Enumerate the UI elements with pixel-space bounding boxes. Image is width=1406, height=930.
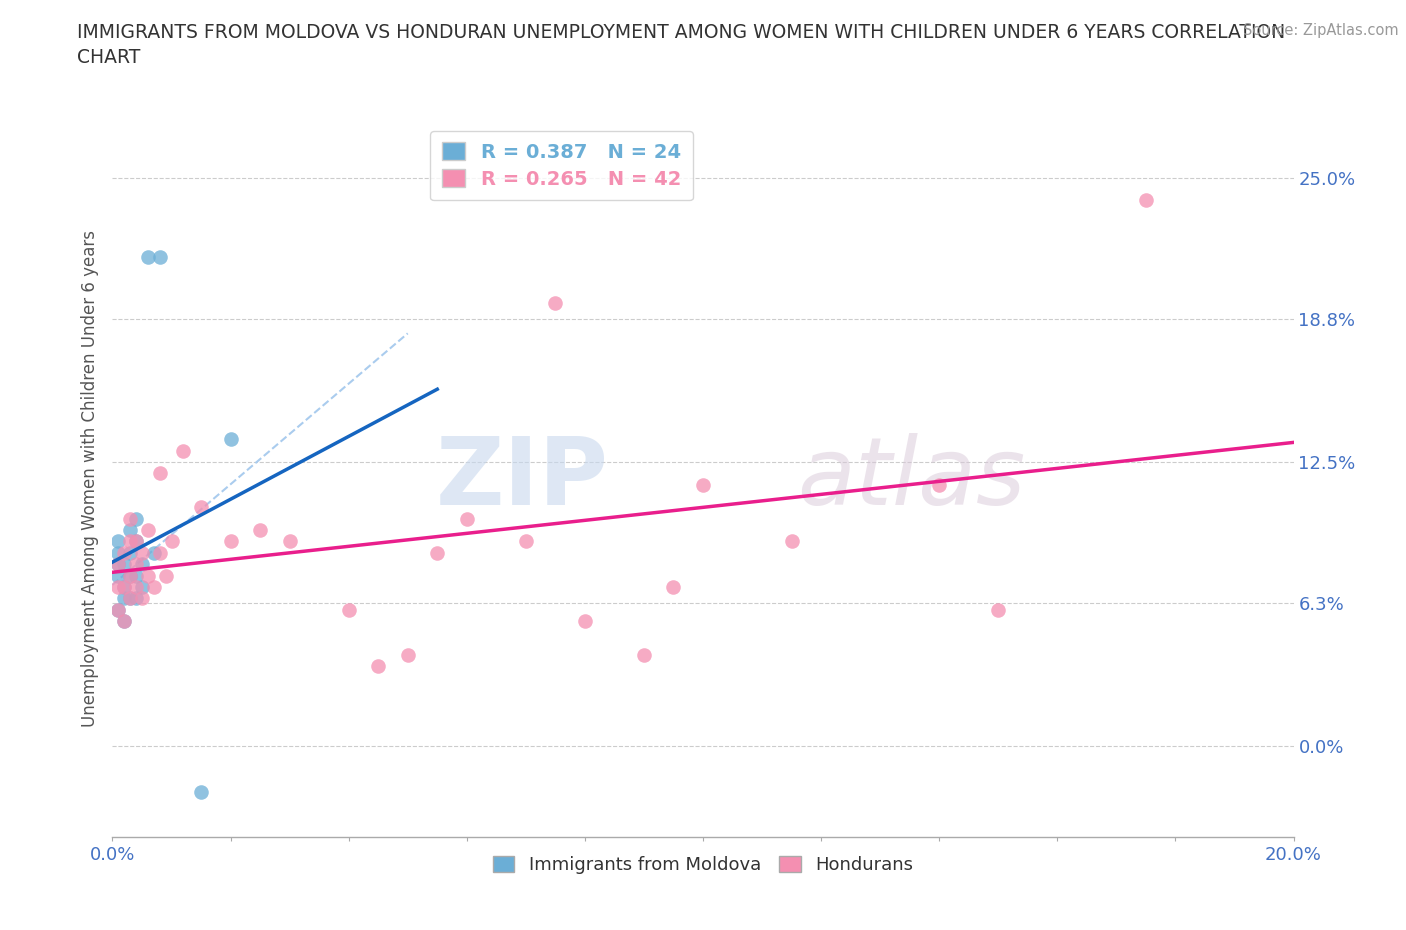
Point (136, 250, 159, 265)
Point (107, 579, 129, 594)
Point (337, 603, 360, 618)
Point (125, 534, 148, 549)
Point (112, 591, 135, 605)
Point (928, 477, 950, 492)
Point (544, 296, 567, 311)
Point (112, 545, 135, 560)
Point (107, 545, 129, 560)
Point (125, 591, 148, 605)
Point (219, 534, 242, 549)
Point (112, 579, 135, 594)
Point (456, 512, 478, 526)
Point (780, 534, 803, 549)
Point (112, 614, 135, 629)
Point (142, 545, 165, 560)
Point (142, 579, 165, 594)
Point (120, 512, 142, 526)
Point (112, 579, 135, 594)
Point (136, 568, 159, 583)
Point (367, 659, 389, 674)
Point (120, 591, 142, 605)
Point (149, 466, 172, 481)
Point (426, 545, 449, 560)
Point (249, 523, 271, 538)
Point (633, 647, 655, 662)
Point (692, 477, 714, 492)
Point (172, 443, 194, 458)
Point (131, 591, 153, 605)
Point (396, 647, 419, 662)
Text: atlas: atlas (797, 433, 1026, 525)
Point (125, 534, 148, 549)
Point (155, 568, 177, 583)
Y-axis label: Unemployment Among Women with Children Under 6 years: Unemployment Among Women with Children U… (80, 231, 98, 727)
Point (160, 534, 183, 549)
Legend: Immigrants from Moldova, Hondurans: Immigrants from Moldova, Hondurans (482, 845, 924, 885)
Point (112, 557, 135, 572)
Point (125, 557, 148, 572)
Point (107, 557, 129, 572)
Point (120, 568, 142, 583)
Point (149, 545, 172, 560)
Point (515, 534, 537, 549)
Point (120, 534, 142, 549)
Point (574, 614, 596, 629)
Point (120, 523, 142, 538)
Text: ZIP: ZIP (436, 433, 609, 525)
Point (107, 534, 129, 549)
Point (120, 591, 142, 605)
Point (107, 603, 129, 618)
Point (136, 523, 159, 538)
Point (107, 603, 129, 618)
Point (219, 432, 242, 446)
Point (120, 568, 142, 583)
Point (120, 545, 142, 560)
Point (190, 500, 212, 515)
Point (125, 512, 148, 526)
Point (112, 614, 135, 629)
Point (125, 579, 148, 594)
Text: Source: ZipAtlas.com: Source: ZipAtlas.com (1243, 23, 1399, 38)
Point (987, 603, 1010, 618)
Point (149, 250, 172, 265)
Point (107, 557, 129, 572)
Point (131, 545, 153, 560)
Point (107, 568, 129, 583)
Point (131, 557, 153, 572)
Point (1135, 193, 1157, 208)
Point (131, 579, 153, 594)
Point (125, 568, 148, 583)
Text: IMMIGRANTS FROM MOLDOVA VS HONDURAN UNEMPLOYMENT AMONG WOMEN WITH CHILDREN UNDER: IMMIGRANTS FROM MOLDOVA VS HONDURAN UNEM… (77, 23, 1285, 67)
Point (190, 784, 212, 799)
Point (662, 579, 685, 594)
Point (278, 534, 301, 549)
